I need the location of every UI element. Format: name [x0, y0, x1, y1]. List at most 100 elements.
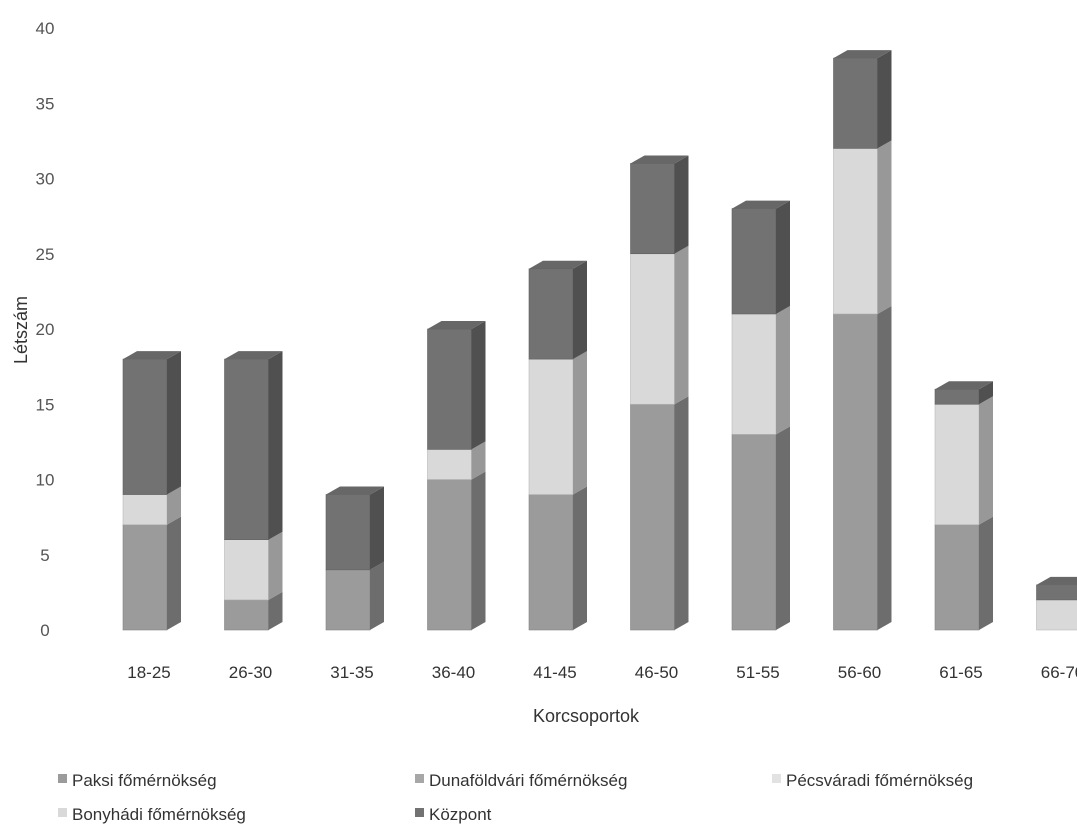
legend: Paksi főmérnökség Dunaföldvári főmérnöksé…	[58, 771, 973, 824]
bar-front	[427, 449, 472, 480]
bar-segment	[731, 305, 790, 435]
bar-front	[1036, 584, 1077, 601]
bar-side	[167, 486, 181, 525]
bar-side	[573, 260, 587, 360]
plot-area	[122, 50, 1077, 631]
bar-segment	[934, 381, 993, 405]
bar-segment	[630, 155, 689, 255]
x-tick-label: 18-25	[127, 663, 170, 682]
x-tick-label: 51-55	[736, 663, 779, 682]
bar-segment	[833, 305, 892, 631]
bar-top	[732, 200, 790, 209]
bar-front	[731, 208, 777, 315]
bar-segment	[122, 351, 181, 495]
bar-side	[979, 396, 993, 525]
legend-swatch	[58, 774, 67, 783]
bar-side	[471, 471, 486, 630]
bar-segment	[427, 441, 486, 480]
bar-front	[833, 57, 878, 149]
bar-front	[934, 388, 980, 405]
bar-stack	[427, 321, 486, 631]
bar-stack	[934, 381, 993, 631]
bar-segment	[325, 561, 384, 631]
bar-side	[674, 245, 689, 405]
bar-front	[1036, 599, 1077, 631]
bar-stack	[630, 155, 689, 631]
bar-front	[528, 494, 574, 631]
bar-front	[731, 434, 777, 631]
bar-segment	[833, 140, 892, 315]
bar-side	[776, 426, 790, 630]
bar-side	[776, 200, 790, 314]
bar-stack	[1036, 576, 1077, 631]
y-tick-label: 5	[40, 546, 49, 565]
bar-segment	[427, 321, 486, 450]
y-tick-label: 15	[36, 395, 55, 414]
bar-segment	[122, 486, 181, 525]
x-tick-label: 56-60	[838, 663, 881, 682]
bar-top	[427, 321, 486, 329]
bar-top	[529, 260, 587, 269]
bar-segment	[630, 245, 689, 405]
bar-front	[731, 313, 777, 435]
legend-item: Pécsváradi főmérnökség	[772, 771, 973, 790]
bar-side	[268, 351, 283, 540]
bar-segment	[528, 260, 587, 360]
bar-front	[833, 313, 878, 631]
bar-side	[573, 351, 587, 495]
x-tick-label: 61-65	[939, 663, 982, 682]
bar-segment	[833, 50, 892, 149]
bar-side	[573, 486, 587, 630]
bar-front	[122, 358, 168, 495]
bar-side	[471, 441, 486, 480]
bar-front	[630, 253, 675, 405]
bar-top	[833, 50, 892, 59]
bar-segment	[731, 426, 790, 631]
bar-stack	[224, 351, 283, 631]
bar-segment	[731, 200, 790, 315]
bar-segment	[528, 351, 587, 495]
bar-side	[167, 351, 181, 495]
bar-stack	[122, 351, 181, 631]
bar-front	[427, 328, 472, 450]
legend-label: Paksi főmérnökség	[72, 771, 217, 790]
bar-side	[370, 486, 384, 570]
bar-front	[630, 403, 675, 631]
bar-segment	[934, 396, 993, 525]
bar-segment	[325, 486, 384, 571]
bar-front	[122, 494, 168, 525]
legend-swatch	[772, 774, 781, 783]
y-tick-label: 35	[36, 94, 55, 113]
y-axis: 0 5 10 15 20 25 30 35 40	[36, 19, 55, 640]
bar-front	[122, 524, 168, 631]
bar-front	[224, 539, 269, 601]
x-tick-label: 41-45	[533, 663, 576, 682]
y-tick-label: 40	[36, 19, 55, 38]
bar-front	[427, 479, 472, 631]
bar-top	[224, 351, 283, 360]
y-tick-label: 20	[36, 320, 55, 339]
bar-top	[935, 381, 993, 390]
x-tick-label: 26-30	[229, 663, 272, 682]
bar-top	[630, 155, 689, 164]
bar-stack	[325, 486, 384, 631]
bar-segment	[224, 351, 283, 541]
bar-top	[1036, 576, 1077, 585]
legend-label: Központ	[429, 805, 492, 824]
bar-front	[934, 524, 980, 631]
bar-front	[224, 358, 269, 541]
legend-swatch	[415, 808, 424, 817]
bar-side	[471, 321, 486, 450]
bar-stack	[528, 260, 587, 631]
y-tick-label: 0	[40, 621, 49, 640]
legend-item: Paksi főmérnökség	[58, 771, 217, 790]
y-axis-title: Létszám	[11, 296, 31, 364]
legend-item: Dunaföldvári főmérnökség	[415, 771, 627, 790]
legend-label: Dunaföldvári főmérnökség	[429, 771, 627, 790]
x-tick-label: 46-50	[635, 663, 678, 682]
bar-side	[674, 155, 689, 254]
y-tick-label: 30	[36, 170, 55, 189]
bar-side	[877, 305, 892, 630]
bar-front	[630, 163, 675, 255]
bar-segment	[934, 516, 993, 631]
